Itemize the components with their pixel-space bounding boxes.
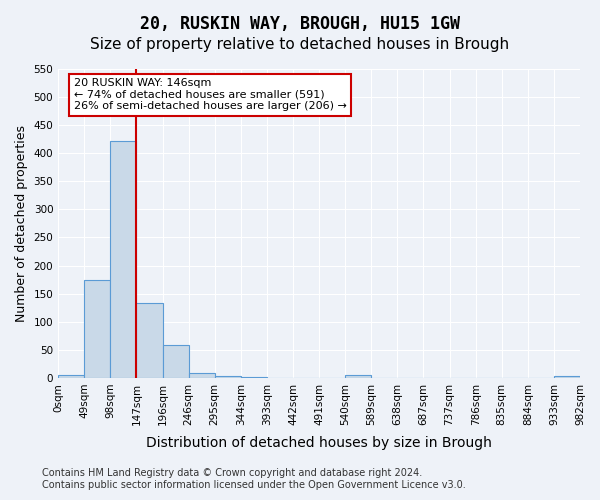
Text: Contains HM Land Registry data © Crown copyright and database right 2024.
Contai: Contains HM Land Registry data © Crown c… [42,468,466,490]
Y-axis label: Number of detached properties: Number of detached properties [15,125,28,322]
Bar [110,141,136,378]
Bar [345,375,371,378]
Bar [188,374,215,378]
Bar [163,346,188,378]
Bar [215,376,241,378]
Bar [84,280,110,378]
Text: 20, RUSKIN WAY, BROUGH, HU15 1GW: 20, RUSKIN WAY, BROUGH, HU15 1GW [140,15,460,33]
Text: 20 RUSKIN WAY: 146sqm
← 74% of detached houses are smaller (591)
26% of semi-det: 20 RUSKIN WAY: 146sqm ← 74% of detached … [74,78,347,112]
Bar [58,375,84,378]
Bar [241,377,267,378]
Bar [554,376,580,378]
X-axis label: Distribution of detached houses by size in Brough: Distribution of detached houses by size … [146,436,492,450]
Text: Size of property relative to detached houses in Brough: Size of property relative to detached ho… [91,38,509,52]
Bar [136,303,163,378]
